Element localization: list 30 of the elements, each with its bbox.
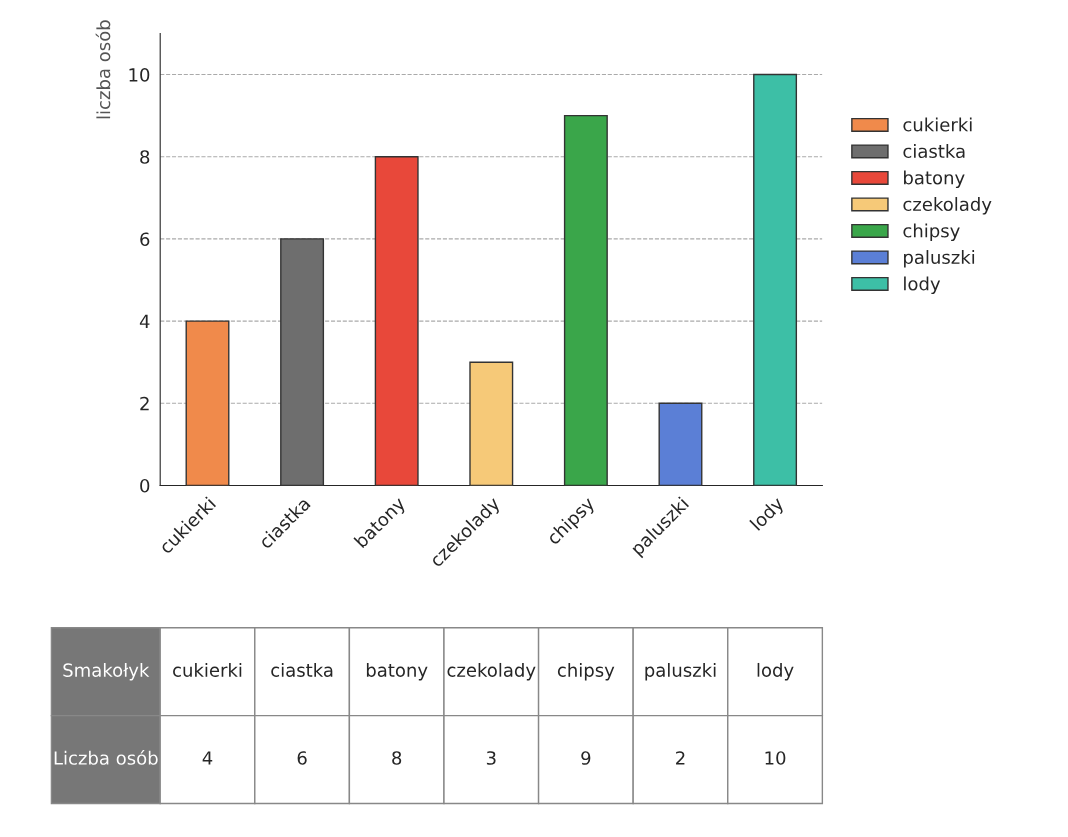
text: cukierki bbox=[173, 662, 242, 677]
text: Smakołyk bbox=[63, 662, 150, 681]
y-tick-label: 4 bbox=[139, 314, 150, 328]
text: lody bbox=[757, 662, 794, 681]
y-tick-label: 6 bbox=[140, 232, 150, 247]
text: ciastka bbox=[271, 662, 333, 677]
text: batony bbox=[366, 662, 428, 681]
text: chipsy bbox=[557, 662, 615, 681]
text: 9 bbox=[581, 751, 591, 765]
legend-label: cukierki bbox=[903, 117, 972, 132]
text: 8 bbox=[392, 751, 402, 765]
y-tick-label: 8 bbox=[140, 150, 150, 164]
legend-label: batony bbox=[904, 170, 965, 189]
legend-label: czekolady bbox=[903, 197, 992, 215]
text: czekolady bbox=[447, 662, 536, 681]
legend-label: lody bbox=[904, 276, 941, 295]
y-axis-title: liczba osób bbox=[95, 20, 111, 119]
text: Liczba osób bbox=[54, 750, 158, 765]
text: paluszki bbox=[645, 662, 716, 681]
y-tick-label: 0 bbox=[140, 478, 150, 493]
text: 4 bbox=[202, 751, 213, 765]
text: 10 bbox=[765, 751, 786, 765]
legend-label: ciastka bbox=[903, 144, 965, 159]
y-tick-label: 10 bbox=[129, 68, 150, 82]
text: 3 bbox=[486, 751, 496, 765]
text: 2 bbox=[676, 751, 685, 765]
legend-label: paluszki bbox=[904, 250, 975, 268]
y-tick-label: 2 bbox=[140, 396, 149, 411]
legend-label: chipsy bbox=[903, 223, 960, 242]
text: 6 bbox=[297, 751, 307, 765]
